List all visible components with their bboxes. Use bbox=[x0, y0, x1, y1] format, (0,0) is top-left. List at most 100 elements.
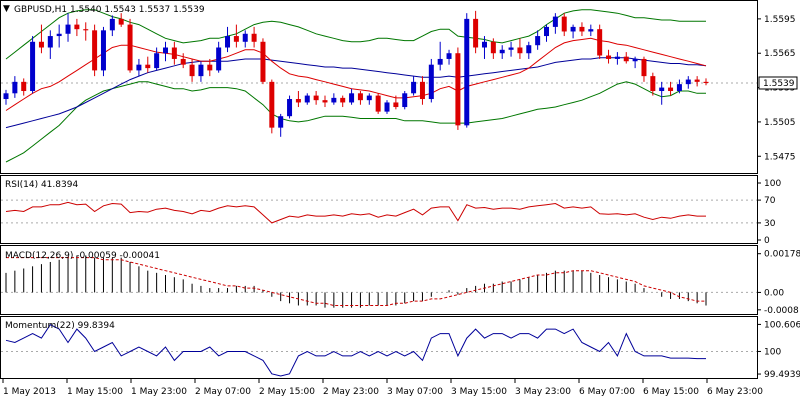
candle-body bbox=[579, 26, 585, 32]
candle-body bbox=[481, 41, 487, 48]
price-panel[interactable] bbox=[0, 0, 758, 174]
symbol-info: GBPUSD,H1 1.5540 1.5543 1.5537 1.5539 bbox=[14, 5, 205, 15]
candle-body bbox=[304, 95, 310, 103]
time-axis-label: 6 May 15:00 bbox=[643, 387, 699, 397]
candle-body bbox=[233, 36, 239, 42]
momentum-panel[interactable] bbox=[0, 316, 758, 379]
candle-body bbox=[650, 76, 656, 92]
candle-body bbox=[411, 81, 417, 94]
candle-body bbox=[287, 99, 293, 117]
candle-body bbox=[38, 41, 44, 48]
moving-average-slow-line bbox=[5, 57, 707, 129]
candle-body bbox=[668, 87, 674, 92]
candle-body bbox=[340, 97, 346, 103]
candle-body bbox=[74, 24, 80, 30]
candle-body bbox=[331, 97, 337, 103]
candle-body bbox=[694, 79, 700, 82]
candle-body bbox=[30, 41, 36, 92]
candle-body bbox=[384, 102, 390, 112]
current-price-badge: 1.5539 bbox=[758, 76, 798, 90]
candle-body bbox=[83, 29, 89, 31]
candle-body bbox=[597, 29, 603, 56]
candle-body bbox=[366, 95, 372, 101]
macd-label: MACD(12,26,9) -0.00059 -0.00041 bbox=[5, 251, 160, 261]
time-axis-label: 2 May 23:00 bbox=[323, 387, 379, 397]
candle-body bbox=[207, 64, 213, 71]
time-axis-label: 3 May 23:00 bbox=[515, 387, 571, 397]
candle-body bbox=[154, 53, 160, 69]
candle-body bbox=[499, 49, 505, 54]
candle-body bbox=[570, 26, 576, 32]
candle-body bbox=[437, 58, 443, 65]
price-axis-tick-label: 1.5475 bbox=[764, 152, 796, 162]
candle-body bbox=[349, 93, 355, 103]
rsi-line bbox=[5, 201, 706, 224]
candle-body bbox=[56, 33, 62, 37]
candle-body bbox=[127, 24, 133, 71]
candle-body bbox=[490, 41, 496, 54]
time-axis-label: 3 May 15:00 bbox=[451, 387, 507, 397]
candle-body bbox=[419, 81, 425, 100]
candle-body bbox=[526, 45, 532, 54]
candle-body bbox=[260, 41, 266, 82]
momentum-label: Momentum(22) 99.8394 bbox=[5, 321, 115, 331]
macd-axis-tick-label: 0.00178 bbox=[764, 250, 800, 260]
candle-body bbox=[21, 81, 27, 92]
candle-body bbox=[171, 47, 177, 59]
candle-body bbox=[47, 36, 53, 48]
candle-body bbox=[517, 47, 523, 54]
time-axis-label: 1 May 15:00 bbox=[67, 387, 123, 397]
macd-axis-tick-label: -0.0008 bbox=[764, 306, 799, 316]
time-axis-label: 6 May 07:00 bbox=[579, 387, 635, 397]
candle-body bbox=[145, 64, 151, 69]
candle-body bbox=[535, 36, 541, 46]
candle-body bbox=[641, 58, 647, 77]
rsi-label: RSI(14) 41.8394 bbox=[5, 180, 78, 190]
candle-body bbox=[464, 18, 470, 126]
candle-body bbox=[446, 53, 452, 59]
candle-body bbox=[65, 24, 71, 34]
candle-body bbox=[455, 53, 461, 126]
candle-body bbox=[118, 18, 124, 25]
candle-body bbox=[269, 81, 275, 128]
candle-body bbox=[136, 64, 142, 71]
time-axis-label: 2 May 15:00 bbox=[259, 387, 315, 397]
dropdown-arrow-icon[interactable]: ▼ bbox=[3, 4, 10, 14]
candle-body bbox=[322, 100, 328, 103]
svg-text:1.5539: 1.5539 bbox=[763, 79, 795, 89]
macd-plot bbox=[1, 255, 757, 308]
candle-body bbox=[632, 58, 638, 62]
candle-body bbox=[552, 16, 558, 27]
candle-body bbox=[225, 36, 231, 48]
time-axis-label: 2 May 07:00 bbox=[195, 387, 251, 397]
candle-body bbox=[606, 55, 612, 59]
macd-signal-line bbox=[6, 257, 706, 306]
rsi-plot bbox=[1, 199, 757, 224]
time-axis-label: 1 May 23:00 bbox=[131, 387, 187, 397]
price-axis-tick-label: 1.5505 bbox=[764, 118, 796, 128]
candle-body bbox=[180, 58, 186, 65]
candle-body bbox=[92, 30, 98, 71]
candle-body bbox=[703, 81, 709, 83]
rsi-panel[interactable] bbox=[0, 175, 758, 244]
candle-body bbox=[216, 47, 222, 71]
bollinger-lower-line bbox=[5, 81, 706, 163]
candle-body bbox=[3, 93, 9, 100]
candle-body bbox=[109, 18, 115, 31]
candle-body bbox=[393, 102, 399, 108]
rsi-axis-tick-label: 0 bbox=[764, 236, 770, 246]
candle-body bbox=[428, 64, 434, 100]
axes: 1.55951.55651.55351.55051.5475100703000.… bbox=[2, 15, 800, 397]
candle-body bbox=[659, 87, 665, 92]
candle-body bbox=[295, 99, 301, 103]
macd-panel[interactable] bbox=[0, 245, 758, 315]
price-plot bbox=[1, 9, 757, 163]
candle-body bbox=[508, 47, 514, 50]
candle-body bbox=[544, 26, 550, 37]
time-axis-label: 6 May 23:00 bbox=[707, 387, 763, 397]
moving-average-fast-line bbox=[5, 37, 707, 111]
candle-body bbox=[162, 47, 168, 54]
rsi-axis-tick-label: 70 bbox=[764, 196, 776, 206]
